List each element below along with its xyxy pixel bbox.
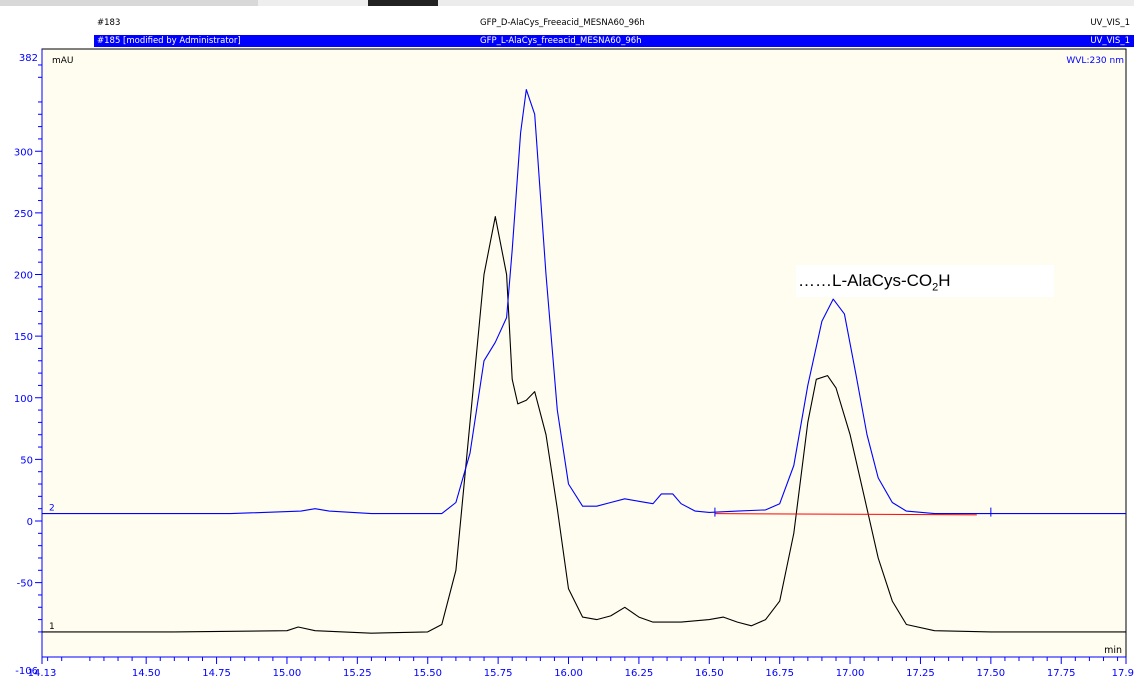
trace-1-line bbox=[42, 216, 1126, 634]
peak-annotation-subscript: 2 bbox=[932, 281, 939, 294]
trace-1-channel: UV_VIS_1 bbox=[1090, 18, 1130, 28]
wavelength-label: WVL:230 nm bbox=[1066, 56, 1124, 66]
y-tick-label: -106 bbox=[15, 666, 38, 677]
top-strip-segment bbox=[368, 0, 438, 6]
x-tick-label: 14.75 bbox=[202, 668, 231, 679]
peak-annotation: ……L-AlaCys-CO2H bbox=[798, 271, 951, 297]
top-strip-segment bbox=[438, 0, 1134, 6]
trace-1-name: GFP_D-AlaCys_Freeacid_MESNA60_96h bbox=[480, 18, 645, 28]
trace-header-row-1[interactable]: #183 GFP_D-AlaCys_Freeacid_MESNA60_96h U… bbox=[0, 17, 1134, 29]
top-strip-segment bbox=[0, 0, 258, 6]
x-tick-label: 17.50 bbox=[977, 668, 1006, 679]
x-tick-label: 17.98 bbox=[1112, 668, 1134, 679]
integration-baseline bbox=[714, 513, 977, 516]
x-axis: 14.13 14.50 14.75 15.00 15.25 15.50 15.75 16.00… bbox=[28, 645, 1134, 679]
trace-1-id: #183 bbox=[97, 18, 121, 28]
chart-background bbox=[41, 48, 1127, 658]
x-tick-label: 16.25 bbox=[625, 668, 654, 679]
y-tick-label: 100 bbox=[14, 394, 33, 405]
y-tick-label: 300 bbox=[14, 147, 33, 158]
x-tick-label: 16.00 bbox=[554, 668, 583, 679]
trace-2-id: #185 [modified by Administrator] bbox=[97, 36, 241, 46]
x-tick-label: 14.13 bbox=[28, 668, 57, 679]
x-tick-label: 17.00 bbox=[836, 668, 865, 679]
x-tick-label: 15.25 bbox=[343, 668, 372, 679]
y-axis: 382 -106 300 250 200 150 100 50 0 -50 bbox=[14, 49, 43, 677]
x-tick-label: 15.75 bbox=[484, 668, 513, 679]
y-tick-label: 50 bbox=[20, 455, 33, 466]
trace-2-number: 2 bbox=[49, 504, 55, 514]
x-tick-label: 16.75 bbox=[765, 668, 794, 679]
window-top-strip bbox=[0, 0, 1134, 6]
peak-annotation-box bbox=[796, 265, 1054, 297]
x-tick-label: 15.50 bbox=[413, 668, 442, 679]
trace-2-channel: UV_VIS_1 bbox=[1090, 36, 1130, 46]
traces: 12 bbox=[42, 89, 1126, 634]
trace-1-number: 1 bbox=[49, 622, 55, 632]
x-tick-label: 16.50 bbox=[695, 668, 724, 679]
peak-annotation-prefix: ……L-AlaCys-CO bbox=[798, 271, 933, 290]
y-tick-label: 200 bbox=[14, 271, 33, 282]
plot-area bbox=[41, 48, 1127, 658]
y-tick-label: -50 bbox=[17, 579, 33, 590]
trace-header-row-2-selected[interactable]: #185 [modified by Administrator] GFP_L-A… bbox=[0, 35, 1134, 47]
x-axis-unit-label: min bbox=[1104, 645, 1122, 656]
x-tick-label: 17.25 bbox=[906, 668, 935, 679]
top-strip-segment bbox=[258, 0, 368, 6]
y-tick-label: 382 bbox=[19, 53, 38, 64]
x-tick-label: 14.50 bbox=[132, 668, 161, 679]
trace-2-name: GFP_L-AlaCys_freeacid_MESNA60_96h bbox=[480, 36, 642, 46]
y-tick-label: 0 bbox=[27, 517, 33, 528]
y-tick-label: 150 bbox=[14, 332, 33, 343]
selection-highlight bbox=[94, 35, 1134, 47]
y-axis-unit-label: mAU bbox=[52, 56, 74, 66]
peak-annotation-suffix: H bbox=[938, 271, 951, 290]
y-tick-label: 250 bbox=[14, 209, 33, 220]
x-tick-label: 15.00 bbox=[273, 668, 302, 679]
x-tick-label: 17.75 bbox=[1047, 668, 1076, 679]
trace-2-line bbox=[42, 89, 1126, 515]
